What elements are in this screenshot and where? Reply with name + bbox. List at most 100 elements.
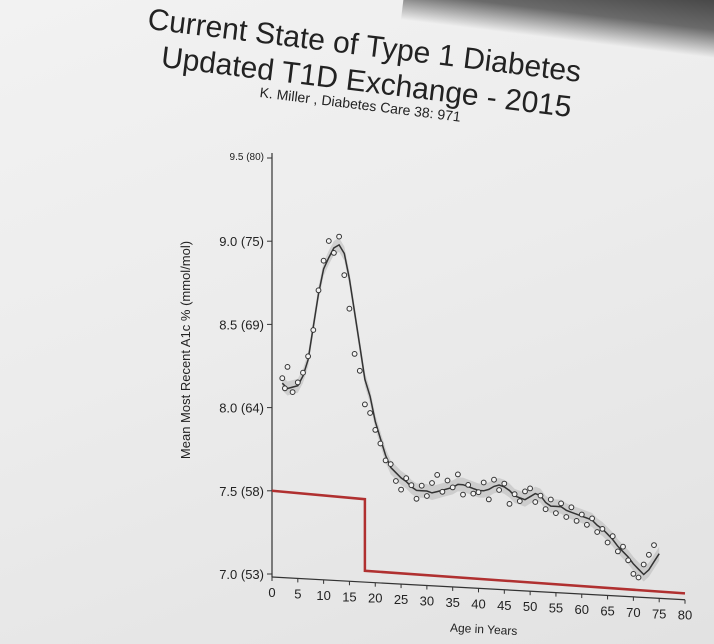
data-point — [282, 385, 288, 392]
data-point — [506, 501, 513, 507]
data-point — [568, 504, 575, 511]
data-point — [279, 375, 286, 382]
x-tick-label: 80 — [678, 608, 692, 623]
data-point — [434, 472, 441, 478]
data-point — [320, 257, 327, 264]
data-point — [527, 485, 533, 492]
data-point — [284, 364, 291, 370]
data-point — [418, 482, 425, 489]
x-tick-label: 70 — [626, 605, 640, 620]
data-point — [599, 526, 606, 532]
x-tick-label: 55 — [549, 601, 563, 616]
data-point — [367, 410, 374, 416]
data-point — [578, 511, 585, 518]
data-point — [511, 491, 518, 498]
data-point — [537, 492, 544, 499]
data-point — [398, 486, 405, 493]
data-point — [341, 272, 348, 279]
x-tick-label: 60 — [575, 602, 589, 617]
x-tick-label: 50 — [523, 599, 537, 614]
data-point — [470, 490, 477, 497]
data-point — [604, 539, 611, 546]
data-point — [630, 571, 637, 577]
data-point — [300, 369, 306, 376]
x-tick-label: 65 — [600, 603, 614, 618]
data-point — [594, 529, 601, 535]
data-point — [589, 515, 595, 522]
data-point — [584, 521, 590, 528]
data-point — [356, 367, 363, 374]
data-point — [640, 561, 647, 568]
y-tick-label: 9.0 (75) — [219, 234, 264, 249]
mean-a1c-line — [281, 243, 660, 576]
data-point — [465, 482, 472, 488]
data-point — [325, 238, 332, 244]
data-point — [413, 495, 420, 502]
data-point — [485, 496, 492, 503]
mean-a1c-series — [281, 243, 660, 576]
data-point — [393, 478, 399, 484]
data-point — [553, 510, 559, 516]
data-point — [620, 543, 626, 550]
data-point — [573, 518, 580, 524]
data-point — [522, 488, 528, 495]
data-point — [615, 548, 621, 555]
chart-axes — [267, 153, 686, 604]
data-point — [609, 533, 616, 540]
data-point — [501, 480, 508, 487]
data-point — [475, 489, 482, 496]
data-point — [449, 484, 456, 491]
data-point — [491, 476, 497, 483]
data-point — [294, 379, 301, 386]
x-tick-label: 35 — [445, 595, 459, 610]
data-point — [403, 475, 410, 482]
data-point — [439, 488, 446, 495]
x-tick-label: 40 — [471, 596, 485, 611]
y-axis-title: Mean Most Recent A1c % (mmol/mol) — [178, 241, 193, 459]
y-tick-label: 7.0 (53) — [219, 567, 264, 582]
y-tick-label: 9.5 (80) — [230, 152, 264, 163]
y-tick-label: 7.5 (58) — [219, 484, 264, 499]
data-point — [558, 500, 564, 507]
y-tick-label: 8.0 (64) — [219, 401, 264, 416]
x-tick-label: 75 — [652, 606, 666, 621]
data-point — [625, 557, 632, 564]
x-tick-label: 10 — [316, 588, 330, 603]
data-point — [362, 401, 368, 408]
data-point — [424, 493, 430, 499]
data-point — [460, 491, 466, 498]
data-point — [315, 287, 322, 294]
x-tick-label: 5 — [294, 586, 301, 601]
data-point — [289, 389, 296, 396]
data-point — [532, 499, 539, 505]
x-tick-label: 45 — [497, 598, 511, 613]
data-point — [346, 305, 353, 312]
x-tick-label: 0 — [268, 585, 275, 600]
data-point — [408, 482, 415, 489]
x-tick-label: 20 — [368, 591, 382, 606]
data-point — [429, 480, 435, 486]
data-point — [542, 506, 549, 513]
target-line — [271, 489, 686, 595]
data-point — [547, 496, 554, 503]
data-point — [516, 498, 523, 505]
data-point — [563, 514, 570, 520]
data-point — [646, 551, 652, 558]
data-point — [372, 427, 379, 433]
axis-labels: 7.0 (53) 7.5 (58) 8.0 (64) 8.5 (69) 9.0 (75)… — [178, 152, 692, 638]
data-point — [444, 477, 451, 484]
y-tick-label: 8.5 (69) — [219, 317, 264, 332]
data-points — [279, 233, 657, 581]
x-tick-label: 15 — [342, 589, 356, 604]
data-point — [382, 457, 389, 464]
data-point — [480, 479, 487, 486]
data-point — [310, 327, 317, 333]
data-point — [651, 542, 657, 548]
data-point — [496, 487, 503, 493]
data-point — [387, 461, 394, 468]
x-tick-label: 25 — [394, 592, 408, 607]
target-series — [271, 489, 686, 595]
data-point — [351, 351, 358, 357]
